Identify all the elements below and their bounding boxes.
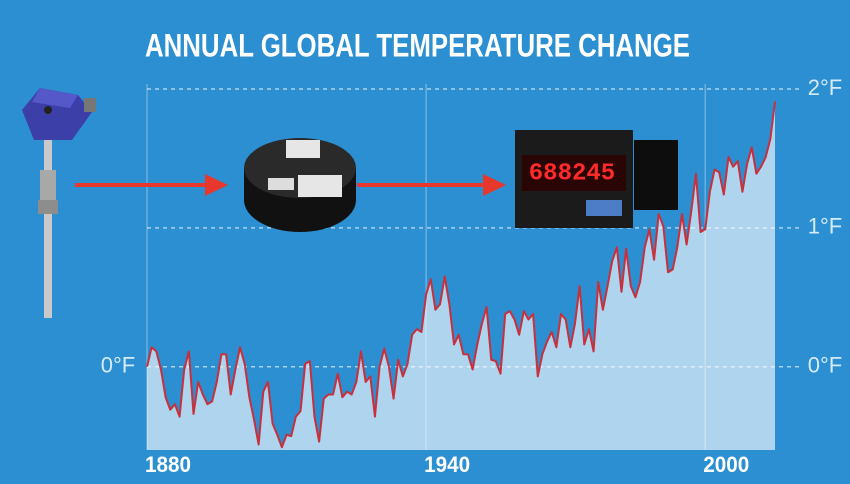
area <box>147 101 775 450</box>
y-tick-label: 2°F <box>808 75 842 100</box>
chart-title: ANNUAL GLOBAL TEMPERATURE CHANGE <box>145 27 690 63</box>
y-tick-label: 0°F <box>808 353 842 378</box>
y-tick-label: 1°F <box>808 214 842 239</box>
meter-display: 688245 <box>529 160 615 187</box>
arrow <box>357 174 506 196</box>
line <box>146 101 776 449</box>
x-tick-label: 2000 <box>703 452 749 477</box>
plot-area: 0°F 1°F 2°F 0°F 1880 1940 2000 <box>101 75 842 477</box>
x-tick-label: 1940 <box>424 452 470 477</box>
arrow <box>75 174 228 196</box>
y-tick-label: 0°F <box>101 353 135 378</box>
transmitter-image <box>244 138 356 232</box>
thermocouple-image <box>22 88 96 318</box>
x-tick-label: 1880 <box>145 452 191 477</box>
panel-meter-image: 688245 <box>515 130 678 228</box>
